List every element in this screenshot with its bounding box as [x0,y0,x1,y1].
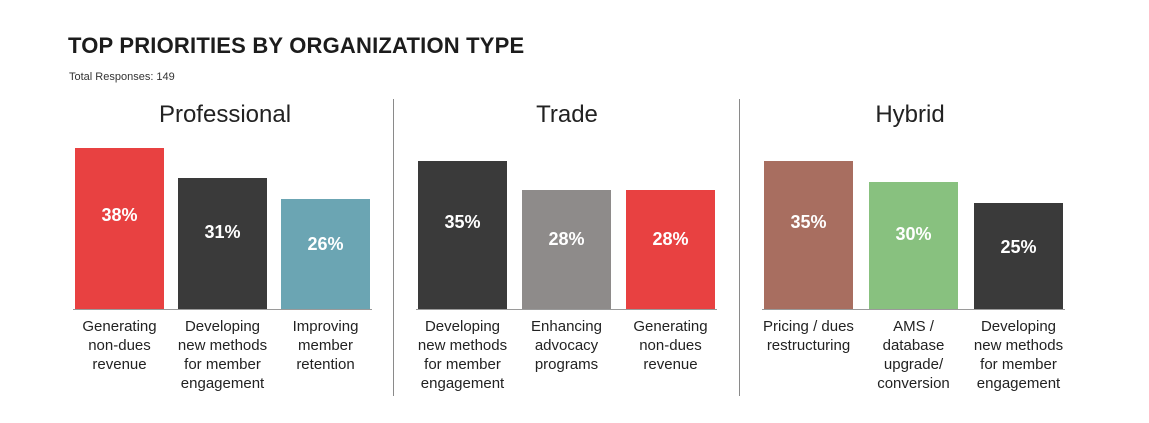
category-label: Improving member retention [292,318,359,373]
bar-value-label: 30% [895,224,932,245]
bar-hybrid-2 [869,182,958,309]
bar-professional-2 [178,178,267,309]
bar-value-label: 38% [101,204,138,225]
category-label: Developing new methods for member engage… [973,318,1064,392]
bar-professional-1 [75,148,164,309]
category-label: Enhancing advocacy programs [531,318,602,373]
bar-value-label: 26% [307,234,344,255]
group-title-hybrid: Hybrid [875,101,945,128]
category-label: AMS / database upgrade/ conversion [877,318,950,392]
baseline-hybrid [762,309,1065,310]
category-label: Generating non-dues revenue [82,318,157,373]
bar-value-label: 28% [548,228,585,249]
category-label: Generating non-dues revenue [633,318,708,373]
group-title-trade: Trade [536,101,598,128]
group-divider-1 [393,99,394,396]
bar-trade-2 [522,190,611,309]
bar-hybrid-1 [764,161,853,309]
bar-professional-3 [281,199,370,309]
category-label: Developing new methods for member engage… [417,318,508,392]
bar-value-label: 35% [790,212,827,233]
bar-hybrid-3 [974,203,1063,309]
category-label: Developing new methods for member engage… [177,318,268,392]
baseline-trade [416,309,717,310]
bar-value-label: 25% [1000,236,1037,257]
bar-trade-1 [418,161,507,309]
chart-subtitle: Total Responses: 149 [69,71,175,83]
chart-title: TOP PRIORITIES BY ORGANIZATION TYPE [68,33,525,58]
category-label: Pricing / dues restructuring [763,318,854,354]
bar-trade-3 [626,190,715,309]
group-divider-2 [739,99,740,396]
bar-value-label: 31% [204,222,241,243]
baseline-professional [73,309,372,310]
bar-value-label: 28% [652,228,689,249]
bar-value-label: 35% [444,212,481,233]
group-title-professional: Professional [158,101,292,128]
